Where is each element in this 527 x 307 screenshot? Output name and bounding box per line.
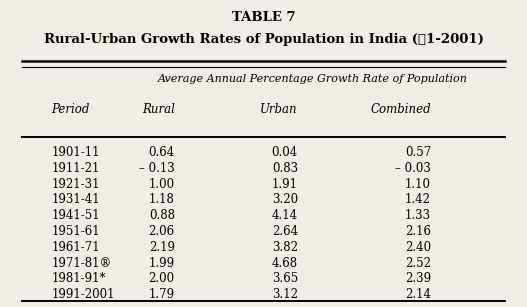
Text: TABLE 7: TABLE 7 (232, 10, 295, 24)
Text: 2.16: 2.16 (405, 225, 431, 238)
Text: 0.88: 0.88 (149, 209, 175, 222)
Text: 0.64: 0.64 (149, 146, 175, 159)
Text: 2.14: 2.14 (405, 288, 431, 301)
Text: 1921-31: 1921-31 (52, 177, 100, 191)
Text: 1.91: 1.91 (272, 177, 298, 191)
Text: Average Annual Percentage Growth Rate of Population: Average Annual Percentage Growth Rate of… (158, 74, 468, 84)
Text: 1931-41: 1931-41 (52, 193, 100, 206)
Text: 1951-61: 1951-61 (52, 225, 100, 238)
Text: 1.18: 1.18 (149, 193, 175, 206)
Text: Rural: Rural (142, 103, 175, 116)
Text: – 0.13: – 0.13 (139, 162, 175, 175)
Text: 2.00: 2.00 (149, 272, 175, 286)
Text: 1.99: 1.99 (149, 257, 175, 270)
Text: 1961-71: 1961-71 (52, 241, 100, 254)
Text: 2.40: 2.40 (405, 241, 431, 254)
Text: 2.06: 2.06 (149, 225, 175, 238)
Text: 1991-2001: 1991-2001 (52, 288, 115, 301)
Text: 2.64: 2.64 (272, 225, 298, 238)
Text: 4.14: 4.14 (272, 209, 298, 222)
Text: 0.57: 0.57 (405, 146, 431, 159)
Text: Combined: Combined (370, 103, 431, 116)
Text: Urban: Urban (260, 103, 298, 116)
Text: 1.79: 1.79 (149, 288, 175, 301)
Text: 4.68: 4.68 (272, 257, 298, 270)
Text: 0.83: 0.83 (272, 162, 298, 175)
Text: 1.42: 1.42 (405, 193, 431, 206)
Text: 0.04: 0.04 (272, 146, 298, 159)
Text: Period: Period (52, 103, 90, 116)
Text: 3.82: 3.82 (272, 241, 298, 254)
Text: 1941-51: 1941-51 (52, 209, 100, 222)
Text: 1981-91*: 1981-91* (52, 272, 106, 286)
Text: 1.00: 1.00 (149, 177, 175, 191)
Text: 3.65: 3.65 (272, 272, 298, 286)
Text: 1971-81®: 1971-81® (52, 257, 112, 270)
Text: 3.20: 3.20 (272, 193, 298, 206)
Text: 1.33: 1.33 (405, 209, 431, 222)
Text: 1911-21: 1911-21 (52, 162, 100, 175)
Text: 1901-11: 1901-11 (52, 146, 100, 159)
Text: 3.12: 3.12 (272, 288, 298, 301)
Text: 2.52: 2.52 (405, 257, 431, 270)
Text: Rural-Urban Growth Rates of Population in India (ᤀ1-2001): Rural-Urban Growth Rates of Population i… (44, 33, 483, 46)
Text: – 0.03: – 0.03 (395, 162, 431, 175)
Text: 1.10: 1.10 (405, 177, 431, 191)
Text: 2.39: 2.39 (405, 272, 431, 286)
Text: 2.19: 2.19 (149, 241, 175, 254)
